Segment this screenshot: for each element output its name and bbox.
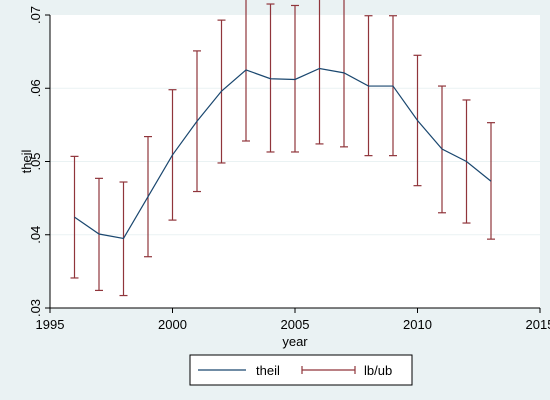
x-tick-label: 2010 bbox=[403, 317, 432, 332]
x-tick-label: 2000 bbox=[158, 317, 187, 332]
legend-label-theil: theil bbox=[256, 363, 280, 378]
legend: theil lb/ub bbox=[189, 354, 413, 386]
series-lines bbox=[74, 67, 492, 240]
y-axis-title: theil bbox=[19, 149, 34, 173]
error-bar bbox=[266, 3, 275, 153]
x-axis-title: year bbox=[282, 334, 308, 349]
x-tick-label: 1995 bbox=[36, 317, 65, 332]
y-tick-label: .07 bbox=[28, 6, 43, 24]
error-bar bbox=[291, 4, 299, 153]
x-tick-label: 2015 bbox=[526, 317, 550, 332]
y-tick-label: .06 bbox=[28, 79, 43, 97]
x-tick-label: 2005 bbox=[281, 317, 310, 332]
y-tick-label: .05 bbox=[28, 152, 43, 170]
y-tick-label: .03 bbox=[28, 299, 43, 317]
y-tick-label: .04 bbox=[28, 226, 43, 244]
y-ticks: .03 .04 .05 .06 .07 bbox=[28, 6, 50, 317]
legend-swatch-lb-ub bbox=[301, 366, 356, 374]
series-line-theil bbox=[74, 67, 492, 240]
legend-label-lb-ub: lb/ub bbox=[364, 363, 392, 378]
x-ticks: 1995 2000 2005 2010 2015 bbox=[36, 308, 550, 332]
